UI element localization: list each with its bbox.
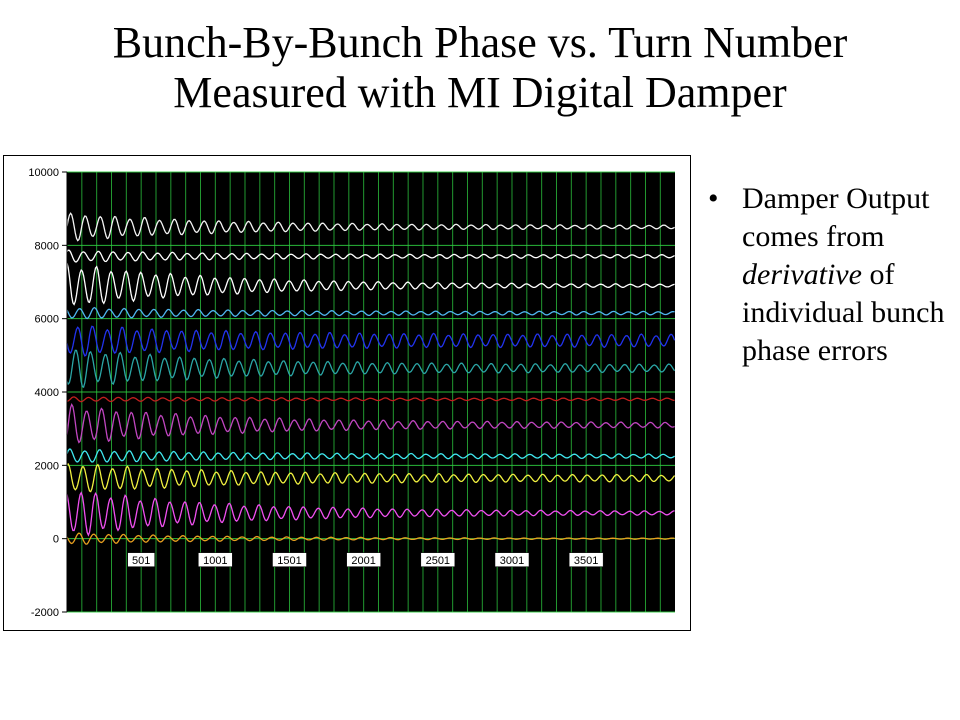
series-line <box>66 212 675 242</box>
title-line-1: Bunch-By-Bunch Phase vs. Turn Number <box>112 18 848 67</box>
series-line <box>66 532 675 545</box>
series-line <box>66 491 675 537</box>
x-tick-labels: 501 1001 1501 2001 2501 3001 3501 <box>127 552 604 567</box>
x-tick-label-box <box>127 552 155 567</box>
y-tick-label: 4000 <box>35 387 59 399</box>
bullet-text-end: of individual bunch phase errors <box>742 258 945 367</box>
series-line <box>66 402 675 444</box>
series-layer <box>66 212 676 545</box>
bullet-item: • Damper Output comes from derivative of… <box>708 180 953 370</box>
series-line <box>66 262 675 306</box>
y-axis: -2000 0 2000 4000 6000 8000 10000 <box>28 167 68 619</box>
series-line <box>66 396 675 403</box>
title-line-2: Measured with MI Digital Damper <box>173 68 787 117</box>
y-tick-label: 8000 <box>35 240 59 252</box>
x-tick-label: 2501 <box>426 555 450 567</box>
phase-chart-svg: -2000 0 2000 4000 6000 8000 10000 501 1001 1501 2… <box>28 167 676 619</box>
x-tick-label: 2001 <box>351 555 375 567</box>
y-tick-label: 10000 <box>28 167 59 179</box>
x-tick-label-box <box>494 552 530 567</box>
series-line <box>66 463 676 493</box>
x-tick-label: 1501 <box>277 555 301 567</box>
y-tick-label: 2000 <box>35 460 59 472</box>
series-line <box>66 306 675 320</box>
x-tick-label: 3501 <box>574 555 598 567</box>
bullet-text: Damper Output comes from derivative of i… <box>742 180 953 370</box>
x-tick-label: 3001 <box>500 555 524 567</box>
bullet-text-start: Damper Output comes from <box>742 182 930 253</box>
phase-chart: -2000 0 2000 4000 6000 8000 10000 501 1001 1501 2… <box>3 155 691 631</box>
series-line <box>66 249 675 263</box>
x-tick-label: 501 <box>132 555 150 567</box>
x-tick-label-box <box>568 552 604 567</box>
bullet-list: • Damper Output comes from derivative of… <box>708 180 953 370</box>
slide-title: Bunch-By-Bunch Phase vs. Turn Number Mea… <box>0 18 960 118</box>
x-tick-label-box <box>272 552 307 567</box>
bullet-marker: • <box>708 182 719 215</box>
y-tick-label: -2000 <box>31 607 59 619</box>
x-tick-label: 1001 <box>203 555 227 567</box>
x-tick-label-box <box>420 552 456 567</box>
y-tick-label: 0 <box>53 534 59 546</box>
series-line <box>66 325 676 357</box>
x-tick-label-box <box>346 552 381 567</box>
bullet-emphasis: derivative <box>742 258 862 291</box>
series-line <box>66 448 675 463</box>
y-tick-label: 6000 <box>35 314 59 326</box>
series-line <box>66 349 676 388</box>
x-tick-label-box <box>198 552 233 567</box>
